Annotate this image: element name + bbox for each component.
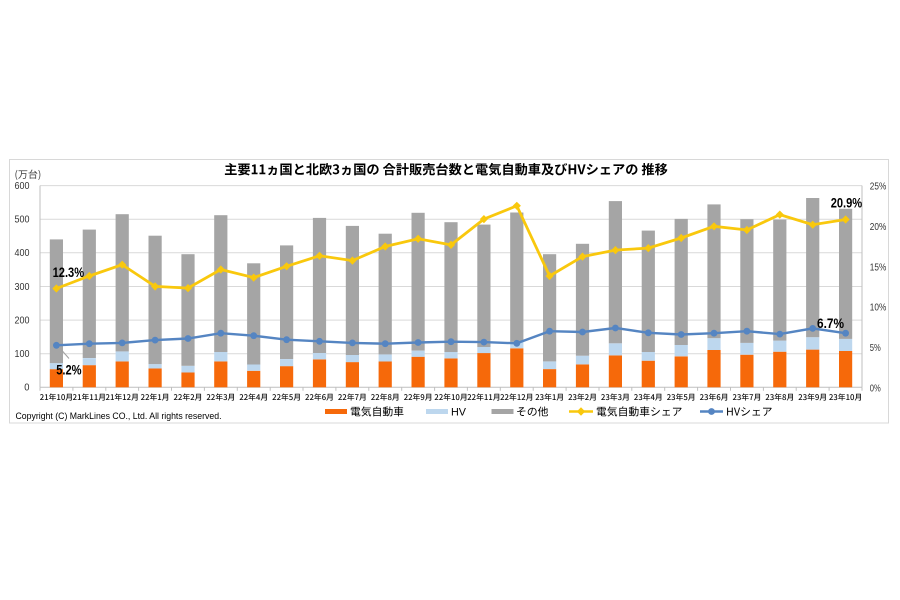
svg-text:15%: 15% [870,261,887,273]
svg-text:Copyright (C) MarkLines CO., L: Copyright (C) MarkLines CO., Ltd. All ri… [16,411,222,421]
svg-text:400: 400 [15,247,30,259]
svg-text:0: 0 [24,382,29,394]
svg-text:5.2%: 5.2% [56,363,81,378]
svg-text:200: 200 [15,315,30,327]
svg-text:10%: 10% [870,302,887,314]
svg-text:HV: HV [451,407,467,419]
svg-text:600: 600 [15,180,30,192]
svg-text:0%: 0% [870,382,881,394]
svg-text:5%: 5% [870,342,881,354]
svg-text:20%: 20% [870,221,887,233]
svg-text:300: 300 [15,281,30,293]
svg-text:12.3%: 12.3% [53,265,85,280]
svg-text:6.7%: 6.7% [817,316,844,331]
svg-text:100: 100 [15,348,30,360]
svg-text:500: 500 [15,214,30,226]
svg-text:20.9%: 20.9% [831,196,863,211]
svg-text:25%: 25% [870,181,887,193]
